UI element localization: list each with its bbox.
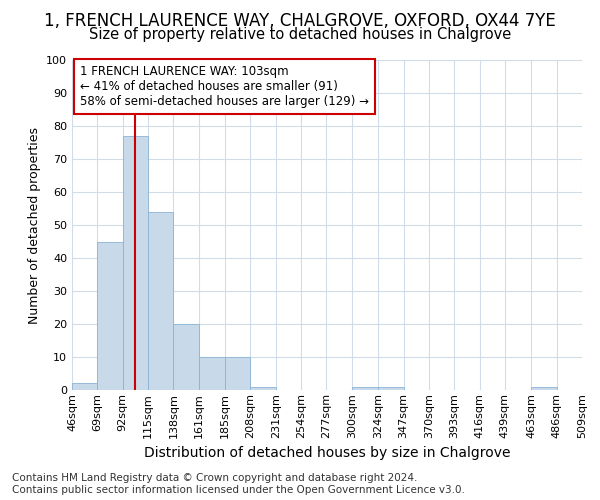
Bar [532,386,557,390]
Bar [122,136,148,390]
X-axis label: Distribution of detached houses by size in Chalgrove: Distribution of detached houses by size … [144,446,510,460]
Bar [378,386,404,390]
Bar [225,357,250,390]
Text: 1, FRENCH LAURENCE WAY, CHALGROVE, OXFORD, OX44 7YE: 1, FRENCH LAURENCE WAY, CHALGROVE, OXFOR… [44,12,556,30]
Bar [72,384,97,390]
Bar [148,212,173,390]
Bar [173,324,199,390]
Bar [352,386,378,390]
Y-axis label: Number of detached properties: Number of detached properties [28,126,41,324]
Bar [250,386,276,390]
Bar [97,242,122,390]
Text: 1 FRENCH LAURENCE WAY: 103sqm
← 41% of detached houses are smaller (91)
58% of s: 1 FRENCH LAURENCE WAY: 103sqm ← 41% of d… [80,65,368,108]
Text: Contains HM Land Registry data © Crown copyright and database right 2024.
Contai: Contains HM Land Registry data © Crown c… [12,474,465,495]
Text: Size of property relative to detached houses in Chalgrove: Size of property relative to detached ho… [89,28,511,42]
Bar [199,357,225,390]
